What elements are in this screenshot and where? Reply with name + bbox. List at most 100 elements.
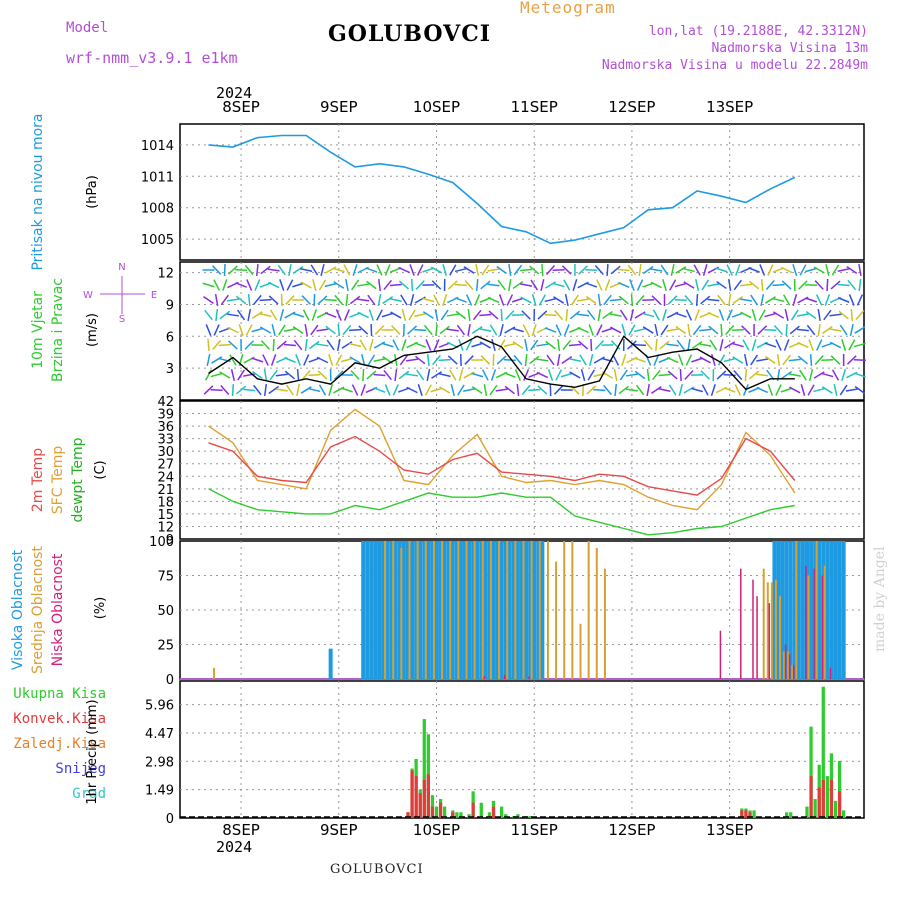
y-tick-label: 2.98 xyxy=(145,755,174,770)
wind-barb xyxy=(446,313,459,317)
wind-barb xyxy=(830,280,841,290)
wind-barb xyxy=(700,295,711,305)
y-tick-label: 12 xyxy=(157,520,174,535)
wind-barb xyxy=(479,313,492,317)
cloud-bar xyxy=(796,541,801,679)
wind-barb xyxy=(401,339,407,351)
cloud-bar xyxy=(829,541,834,679)
wind-barb xyxy=(831,369,840,381)
y-tick-label: 24 xyxy=(157,470,174,485)
cloud-bar xyxy=(829,667,832,679)
pressure-ylabel: Pritisak na nivou mora xyxy=(30,113,46,270)
wind-barb xyxy=(479,328,492,332)
wind-barb xyxy=(792,294,798,306)
wind-barb xyxy=(301,369,311,381)
y-tick-label: 0 xyxy=(166,812,174,827)
wind-barb xyxy=(488,310,499,320)
wind-barb xyxy=(438,372,451,378)
precip-bar xyxy=(809,776,813,818)
wind-barb xyxy=(635,384,645,396)
wind-barb xyxy=(799,369,807,381)
wind-barb xyxy=(480,355,491,365)
wind-barb xyxy=(760,278,764,292)
wind-barb xyxy=(503,342,516,348)
wind-barb xyxy=(628,324,636,336)
wind-barb xyxy=(417,384,423,396)
wind-barb xyxy=(805,310,817,320)
cloud-bar xyxy=(766,582,769,679)
wind-barb xyxy=(750,354,759,366)
wind-barb xyxy=(685,309,693,321)
wind-barb xyxy=(342,324,352,336)
wind-barb xyxy=(564,293,569,307)
wind-barb xyxy=(465,339,473,351)
cloud-ylabel-high: Visoka Oblacnost xyxy=(10,549,26,670)
wind-barb xyxy=(824,294,831,306)
wind-barb xyxy=(807,384,815,396)
wind-barb xyxy=(495,388,508,392)
wind-barb xyxy=(660,324,669,336)
wind-barb xyxy=(642,265,654,275)
y-tick-label: 33 xyxy=(157,433,174,448)
wind-barb xyxy=(789,386,801,394)
wind-barb xyxy=(541,263,544,277)
wind-barb xyxy=(839,324,848,336)
wind-barb xyxy=(300,386,312,394)
precip-bar xyxy=(837,791,842,818)
wind-barb xyxy=(341,341,353,349)
wind-barb xyxy=(695,293,699,307)
wind-barb xyxy=(797,341,809,349)
wind-barb xyxy=(361,353,366,367)
wind-barb xyxy=(691,387,704,393)
wind-barb xyxy=(340,357,353,363)
wind-barb xyxy=(269,369,278,381)
wind-barb xyxy=(267,268,280,272)
wind-barb xyxy=(425,339,432,351)
wind-barb xyxy=(229,354,237,366)
cloud-bar xyxy=(499,541,504,679)
wind-barb xyxy=(382,296,394,304)
wind-barb xyxy=(748,370,760,380)
cloud-bar xyxy=(821,541,826,679)
wind-barb xyxy=(813,387,826,393)
cloud-bar xyxy=(813,568,815,679)
wind-barb xyxy=(618,295,629,305)
model-label: Model xyxy=(66,20,109,36)
wind-barb xyxy=(212,339,222,351)
wind-barb xyxy=(682,267,695,273)
wind-barb xyxy=(206,353,211,367)
x-tick-label-bottom: 11SEP xyxy=(511,821,558,839)
wind-barb xyxy=(655,338,658,352)
wind-barb xyxy=(475,278,479,292)
wind-barb xyxy=(489,384,498,396)
wind-barb xyxy=(858,278,862,292)
cloud-bar xyxy=(384,541,387,679)
wind-barb xyxy=(349,328,362,332)
wind-barb xyxy=(219,371,231,379)
wind-barb xyxy=(503,372,516,378)
station-title: GOLUBOVCI xyxy=(328,21,492,47)
wind-barb xyxy=(251,327,264,333)
wind-barb xyxy=(780,387,793,393)
wind-barb xyxy=(554,309,564,321)
wind-barb xyxy=(597,293,601,307)
compass-e: E xyxy=(151,290,157,301)
cloud-bar xyxy=(772,541,777,679)
wind-barb xyxy=(474,294,481,306)
wind-barb xyxy=(544,281,557,289)
wind-barb xyxy=(392,339,400,351)
cloud-bar xyxy=(392,541,395,679)
precip-bar xyxy=(528,816,532,818)
wind-barb xyxy=(457,384,465,396)
wind-barb xyxy=(303,354,310,366)
wind-barb xyxy=(675,325,687,335)
wind-barb xyxy=(667,370,678,380)
pressure-unit: (hPa) xyxy=(85,175,100,209)
wind-barb xyxy=(699,343,712,347)
wind-barb xyxy=(394,368,398,382)
x-tick-label-bottom: 9SEP xyxy=(320,821,358,839)
wind-barb xyxy=(569,371,581,379)
wind-barb xyxy=(653,354,660,366)
wind-barb xyxy=(799,264,807,276)
wind-barb xyxy=(792,264,798,276)
